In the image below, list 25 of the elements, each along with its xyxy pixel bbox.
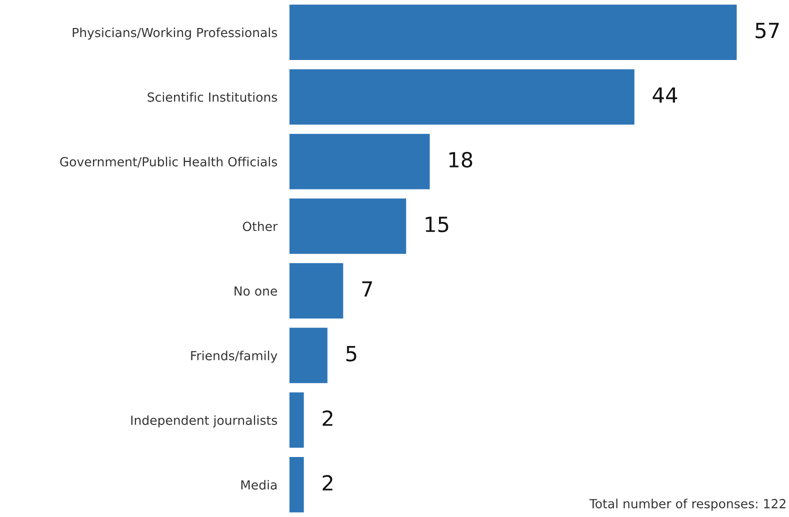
bar xyxy=(288,3,738,62)
data-label: 7 xyxy=(362,281,372,297)
y-tick-label: Independent journalists xyxy=(131,415,278,428)
y-tick-label: No one xyxy=(234,286,277,296)
y-tick-label: Media xyxy=(241,480,277,490)
y-tick-label: Government/Public Health Officials xyxy=(60,156,278,168)
data-label: 15 xyxy=(426,216,448,232)
data-label: 2 xyxy=(322,410,332,426)
bar xyxy=(288,197,408,256)
bar xyxy=(288,326,329,385)
bar xyxy=(288,390,306,450)
data-label: 2 xyxy=(322,474,332,490)
annotation: Total number of responses: 122 xyxy=(589,498,786,511)
bar xyxy=(288,456,306,514)
data-label: 5 xyxy=(346,346,356,362)
bar xyxy=(288,68,636,126)
y-tick-label: Physicians/Working Professionals xyxy=(72,28,278,40)
bar xyxy=(288,262,345,320)
y-tick-label: Scientific Institutions xyxy=(148,92,278,102)
y-tick-label: Other xyxy=(242,221,278,232)
y-tick-label: Friends/family xyxy=(191,350,278,363)
bar xyxy=(288,132,432,191)
data-label: 18 xyxy=(449,152,472,168)
data-label: 44 xyxy=(652,87,678,103)
data-label: 57 xyxy=(756,22,779,38)
